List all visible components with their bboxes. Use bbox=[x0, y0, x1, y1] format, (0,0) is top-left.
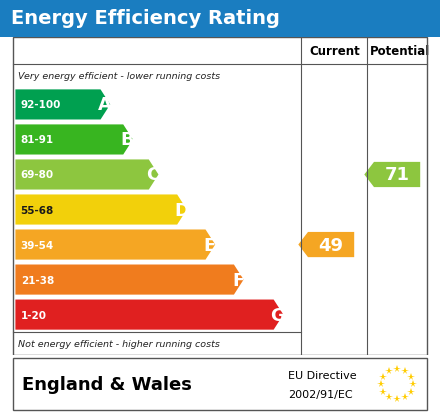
Text: G: G bbox=[271, 306, 286, 324]
Text: 21-38: 21-38 bbox=[21, 275, 54, 285]
Text: 1-20: 1-20 bbox=[21, 310, 47, 320]
Text: 49: 49 bbox=[319, 236, 344, 254]
Polygon shape bbox=[15, 195, 187, 225]
Polygon shape bbox=[15, 125, 133, 155]
Text: Potential: Potential bbox=[370, 45, 430, 58]
Text: E: E bbox=[204, 236, 216, 254]
Polygon shape bbox=[15, 160, 158, 190]
Text: 55-68: 55-68 bbox=[21, 205, 54, 215]
Polygon shape bbox=[15, 230, 215, 260]
Text: A: A bbox=[98, 96, 112, 114]
Text: Energy Efficiency Rating: Energy Efficiency Rating bbox=[11, 9, 280, 28]
Polygon shape bbox=[15, 265, 244, 295]
Text: Current: Current bbox=[309, 45, 360, 58]
Text: F: F bbox=[232, 271, 245, 289]
Text: Not energy efficient - higher running costs: Not energy efficient - higher running co… bbox=[18, 339, 220, 348]
Text: B: B bbox=[121, 131, 135, 149]
Text: 39-54: 39-54 bbox=[21, 240, 54, 250]
Bar bbox=[13, 358, 427, 410]
Polygon shape bbox=[15, 300, 283, 330]
Text: 69-80: 69-80 bbox=[21, 170, 54, 180]
Text: C: C bbox=[147, 166, 160, 184]
Text: 71: 71 bbox=[385, 166, 410, 184]
Text: 2002/91/EC: 2002/91/EC bbox=[288, 389, 353, 399]
Polygon shape bbox=[15, 90, 110, 120]
Text: England & Wales: England & Wales bbox=[22, 375, 192, 393]
Text: 92-100: 92-100 bbox=[21, 100, 61, 110]
Text: 81-91: 81-91 bbox=[21, 135, 54, 145]
Text: Very energy efficient - lower running costs: Very energy efficient - lower running co… bbox=[18, 72, 220, 81]
Polygon shape bbox=[364, 162, 420, 188]
Text: EU Directive: EU Directive bbox=[288, 370, 357, 380]
Text: D: D bbox=[174, 201, 189, 219]
Polygon shape bbox=[298, 233, 354, 258]
